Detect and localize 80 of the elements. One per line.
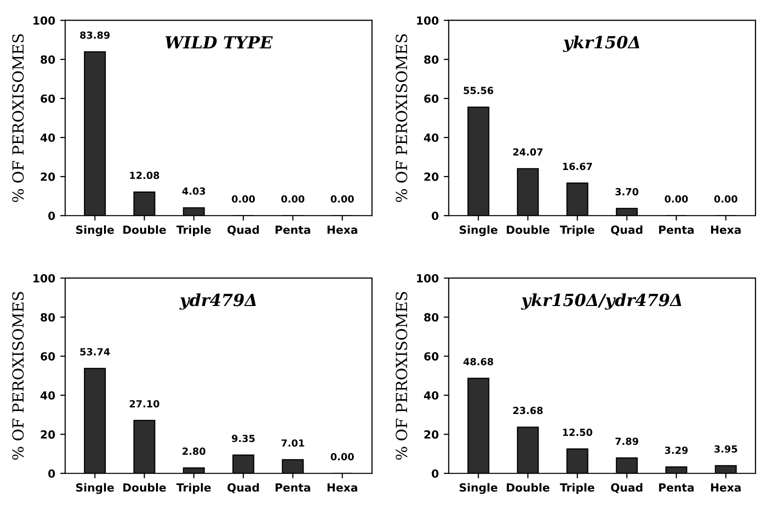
x-tick-label: Triple: [560, 483, 594, 494]
y-tick-label: 80: [40, 55, 55, 64]
y-axis-title: % OF PEROXISOMES: [12, 292, 24, 460]
data-label: 3.70: [615, 188, 638, 196]
data-label: 9.35: [232, 434, 255, 442]
y-tick-label: 20: [40, 172, 55, 181]
y-tick-label: 80: [424, 55, 438, 64]
data-label: 53.74: [80, 348, 110, 356]
x-tick-label: Penta: [276, 226, 310, 234]
data-label: 12.50: [563, 428, 592, 436]
x-tick-label: Quad: [610, 483, 642, 494]
data-label: 83.89: [80, 31, 110, 39]
data-label: 2.80: [182, 448, 206, 455]
data-label: 0.00: [232, 195, 255, 203]
data-label: 3.29: [664, 446, 688, 454]
y-tick-label: 20: [424, 172, 438, 181]
data-label: 24.07: [513, 148, 542, 156]
y-tick-label: 60: [424, 94, 438, 103]
y-tick-label: 60: [424, 352, 438, 361]
data-label: 7.01: [281, 439, 304, 447]
data-label: 3.95: [714, 445, 738, 453]
y-tick-label: 20: [424, 430, 438, 439]
y-tick-label: 100: [34, 16, 55, 25]
y-tick-label: 0: [48, 469, 55, 478]
x-tick-label: Triple: [560, 225, 594, 236]
data-label: 0.00: [330, 195, 354, 203]
text: WILD TYPE: [165, 36, 273, 48]
y-axis-title: % OF PEROXISOMES: [396, 292, 408, 460]
y-tick-label: 40: [40, 133, 55, 142]
x-tick-label: Single: [460, 483, 498, 494]
data-label: 4.03: [182, 187, 206, 195]
x-tick-label: Hexa: [711, 226, 741, 234]
text: ykr150Δ/ydr479Δ: [520, 293, 682, 310]
x-tick-label: Quad: [227, 483, 259, 494]
data-label: 0.00: [330, 453, 354, 460]
y-tick-label: 60: [40, 352, 55, 361]
y-tick-label: 40: [424, 133, 438, 142]
data-label: 0.00: [281, 195, 304, 203]
data-label: 48.68: [463, 358, 494, 366]
x-tick-label: Penta: [659, 483, 694, 492]
data-label: 0.00: [714, 195, 738, 203]
y-tick-label: 100: [34, 274, 55, 282]
x-tick-label: Double: [123, 483, 166, 492]
x-tick-label: Triple: [176, 483, 211, 494]
y-tick-label: 100: [417, 16, 438, 25]
x-tick-label: Single: [76, 483, 114, 494]
x-tick-label: Quad: [227, 225, 259, 236]
x-tick-label: Penta: [659, 226, 694, 234]
y-tick-label: 80: [424, 313, 438, 322]
y-axis-title: % OF PEROXISOMES: [12, 34, 24, 202]
y-tick-label: 100: [417, 274, 438, 282]
y-tick-label: 40: [424, 391, 438, 400]
x-tick-label: Double: [506, 483, 550, 492]
x-tick-label: Double: [123, 225, 166, 234]
x-tick-label: Triple: [176, 225, 211, 236]
data-label: 55.56: [464, 86, 494, 94]
y-tick-label: 0: [48, 212, 55, 220]
x-tick-label: Hexa: [328, 483, 358, 492]
y-tick-label: 60: [40, 94, 55, 103]
y-axis-title: % OF PEROXISOMES: [396, 34, 408, 202]
x-tick-label: Single: [460, 225, 498, 236]
data-label: 23.68: [513, 406, 543, 414]
data-label: 7.89: [615, 438, 638, 445]
x-tick-label: Penta: [276, 483, 310, 492]
x-tick-label: Single: [76, 225, 114, 236]
x-tick-label: Hexa: [711, 483, 741, 492]
x-tick-label: Double: [506, 225, 550, 234]
y-tick-label: 80: [40, 313, 55, 322]
text: ykr150Δ: [562, 36, 640, 52]
data-label: 0.00: [664, 195, 688, 203]
y-tick-label: 0: [432, 212, 438, 220]
text: ydr479Δ: [179, 293, 256, 310]
y-tick-label: 40: [40, 391, 55, 400]
data-label: 16.67: [563, 162, 592, 170]
data-label: 12.08: [130, 172, 160, 180]
y-tick-label: 0: [432, 469, 438, 478]
x-tick-label: Quad: [610, 225, 642, 236]
data-label: 27.10: [130, 400, 160, 408]
y-tick-label: 20: [40, 430, 55, 439]
x-tick-label: Hexa: [328, 226, 358, 234]
